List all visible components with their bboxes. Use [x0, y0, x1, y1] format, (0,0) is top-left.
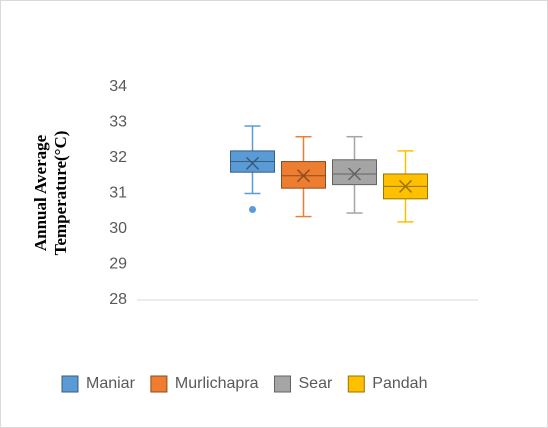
legend-swatch: [150, 375, 168, 393]
legend-swatch: [274, 375, 291, 393]
legend-label: Murlichapra: [175, 375, 259, 392]
legend-label: Sear: [299, 375, 333, 392]
y-tick-label: 31: [109, 185, 127, 202]
y-axis-title-line: Annual Average: [31, 134, 50, 251]
mean-marker: [347, 167, 362, 181]
y-tick-label: 33: [109, 114, 127, 131]
y-tick-label: 29: [109, 256, 127, 273]
y-tick-label: 30: [109, 220, 127, 237]
legend-label: Pandah: [372, 375, 427, 392]
mean-marker: [398, 179, 413, 193]
legend-label: Maniar: [86, 375, 136, 392]
mean-marker: [296, 169, 311, 183]
y-axis-title-line: Temperature(°C): [51, 131, 70, 256]
box: [332, 159, 377, 186]
y-axis-title: Annual Average Temperature(°C): [31, 131, 70, 256]
legend-swatch: [347, 375, 365, 393]
y-tick-label: 32: [109, 149, 127, 166]
outlier: [249, 205, 256, 213]
y-tick-label: 34: [109, 78, 127, 95]
legend-swatch: [61, 375, 79, 393]
y-tick-label: 28: [109, 291, 127, 308]
mean-marker: [245, 156, 260, 170]
